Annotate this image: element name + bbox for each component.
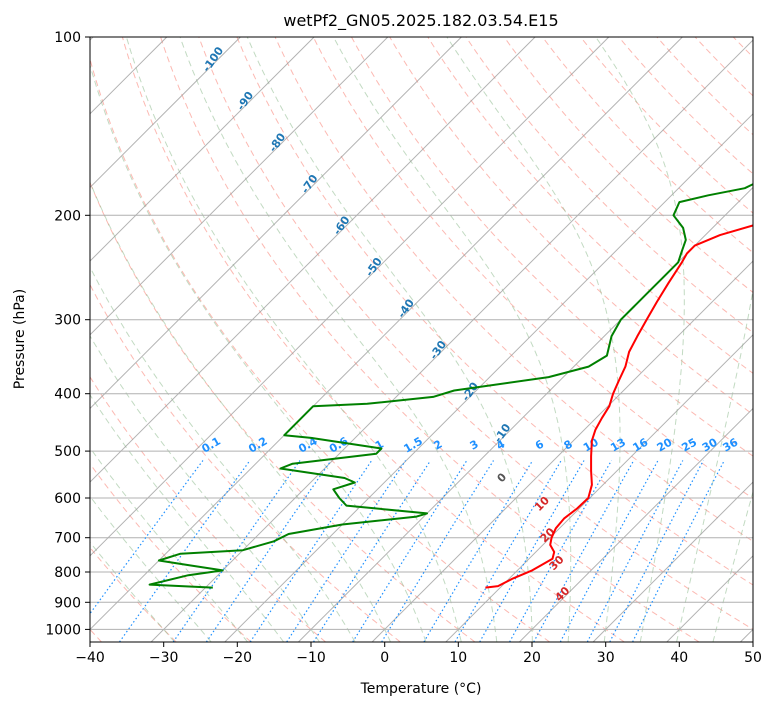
mixing-ratio-line [172, 460, 301, 642]
dry-adiabat-line [503, 37, 753, 294]
y-axis-title: Pressure (hPa) [12, 289, 28, 389]
x-tick-label: 20 [523, 650, 541, 666]
y-tick-label: 600 [54, 491, 81, 507]
dry-adiabat-line [198, 37, 753, 630]
isotherm-line [592, 481, 753, 642]
dry-adiabat-line [274, 37, 753, 542]
mixing-ratio-line [423, 460, 534, 642]
temperature-line [485, 224, 753, 589]
moist-adiabat-line [333, 37, 572, 642]
x-tick-label: −10 [296, 650, 326, 666]
x-tick-label: −40 [75, 650, 105, 666]
moist-adiabat-line [712, 490, 753, 642]
x-tick-label: −20 [223, 650, 253, 666]
y-axis: 1000 900 800 700 600 500 400 300 200 100 [45, 30, 90, 638]
y-tick-label: 800 [54, 565, 81, 581]
moist-adiabat-line [90, 334, 320, 642]
y-tick-label: 200 [54, 208, 81, 224]
moist-adiabat-line [125, 37, 462, 642]
dry-adiabat-line [312, 37, 753, 499]
isotherm-line [90, 37, 536, 483]
dry-adiabat-line [351, 37, 753, 457]
dry-adiabat-line [121, 37, 625, 642]
x-tick-label: 10 [449, 650, 467, 666]
isotherm-line [445, 334, 753, 642]
moist-adiabat-line [246, 37, 533, 642]
dry-adiabat-line [160, 37, 700, 642]
isotherm-line [519, 407, 753, 642]
x-axis-title: Temperature (°C) [360, 681, 482, 697]
dry-adiabat-line [580, 37, 753, 214]
mixing-ratio-line [479, 460, 585, 642]
isotherm-line [90, 37, 683, 631]
moist-adiabat-line [179, 37, 498, 642]
isotherm-line [298, 186, 753, 642]
x-tick-label: 40 [670, 650, 688, 666]
y-tick-label: 300 [54, 313, 81, 329]
mixing-ratio-line [632, 460, 725, 642]
isotherm-line [224, 113, 753, 642]
y-tick-label: 900 [54, 595, 81, 611]
moist-adiabat-line [446, 37, 621, 642]
isotherm-line [90, 37, 462, 410]
isotherm-line [371, 260, 753, 642]
mixing-ratio-line [454, 460, 562, 642]
dry-adiabat-line [90, 57, 550, 642]
isotherm-line [150, 39, 753, 642]
x-tick-label: 0 [380, 650, 389, 666]
mixing-ratio-line [119, 460, 251, 642]
x-axis: −40 −30 −20 −10 0 10 20 30 40 50 [75, 642, 762, 666]
x-tick-label: 50 [744, 650, 762, 666]
plot-area: 0.1 0.2 0.4 0.6 1 1.5 2 3 4 6 8 10 13 16 20 25 30 36-100-… [90, 37, 753, 642]
mixing-ratio-line [249, 460, 373, 642]
x-tick-label: −30 [149, 650, 179, 666]
isotherm-line [90, 37, 315, 262]
dry-adiabat-line [389, 37, 753, 416]
mixing-ratio-line [381, 460, 495, 642]
moist-adiabat-line [90, 180, 391, 642]
mixing-ratio-line [533, 460, 635, 642]
dry-adiabat-line [465, 37, 753, 334]
y-tick-label: 400 [54, 387, 81, 403]
x-tick-label: 30 [597, 650, 615, 666]
dewpoint-line [148, 183, 753, 589]
y-tick-label: 1000 [45, 622, 81, 638]
mixing-ratio-line [90, 460, 204, 615]
mixing-ratio-line [509, 460, 613, 642]
isotherm-line [90, 37, 610, 557]
isotherm-line [90, 37, 241, 189]
moist-adiabat-line [595, 37, 685, 642]
mixing-ratio-line [286, 460, 407, 642]
isotherm-line [90, 37, 389, 336]
dry-adiabat-line [618, 37, 753, 175]
y-tick-label: 500 [54, 444, 81, 460]
chart-title: wetPf2_GN05.2025.182.03.54.E15 [283, 11, 558, 31]
moist-adiabat-line [90, 63, 427, 642]
y-tick-label: 700 [54, 531, 81, 547]
plot-frame [89, 36, 754, 643]
y-tick-label: 100 [54, 30, 81, 46]
mixing-ratio-line [205, 460, 332, 642]
dry-adiabat-line [90, 462, 252, 642]
